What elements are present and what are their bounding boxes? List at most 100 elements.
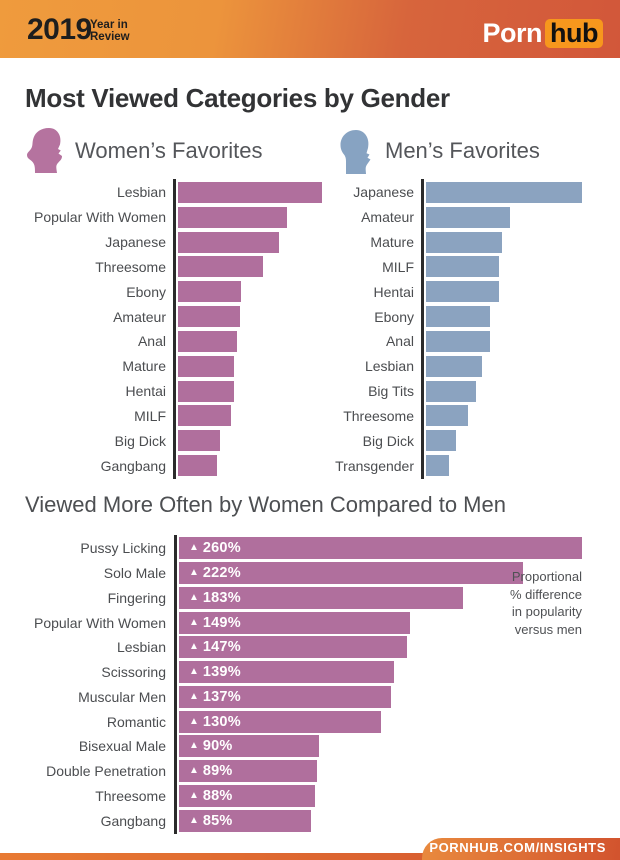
category-label: Big Dick: [362, 432, 414, 449]
chart-row: Amateur: [0, 205, 582, 230]
men-favorites-chart: Japanese Amateur Mature MILF Hentai Ebony Anal…: [0, 180, 582, 478]
chart-row: Anal: [0, 329, 322, 354]
chart-row: Threesome: [0, 403, 582, 428]
comparison-annotation: Proportional % difference in popularity …: [509, 569, 582, 637]
chart-row: Bisexual Male ▲ 90%: [0, 734, 582, 759]
category-label: Transgender: [335, 457, 414, 474]
chart-row: Double Penetration ▲ 89%: [0, 759, 582, 784]
category-label: Scissoring: [101, 664, 166, 681]
category-label: Popular With Women: [33, 209, 166, 226]
triangle-up-icon: ▲: [189, 542, 199, 554]
bar-value-label: 139%: [202, 664, 241, 681]
bar: ▲ 149%: [179, 611, 410, 634]
category-label: Ebony: [374, 308, 414, 325]
triangle-up-icon: ▲: [189, 715, 199, 727]
category-label: Threesome: [95, 258, 166, 275]
man-silhouette-icon: [340, 130, 371, 174]
category-label: Romantic: [106, 713, 166, 730]
bar-value-label: 89%: [202, 763, 233, 780]
category-label: Bisexual Male: [78, 738, 166, 755]
bar: [426, 330, 490, 352]
chart-row: Gangbang: [0, 453, 322, 478]
chart-row: Lesbian ▲ 147%: [0, 635, 582, 660]
chart-row: Big Dick: [0, 428, 582, 453]
category-label: Lesbian: [364, 358, 414, 375]
footer-tab: [422, 838, 620, 860]
chart-row: Gangbang ▲ 85%: [0, 808, 582, 833]
bar-value-label: 85%: [202, 812, 233, 829]
chart-row: Hentai: [0, 279, 582, 304]
chart-row: Ebony: [0, 279, 322, 304]
comparison-section-title: Viewed More Often by Women Compared to M…: [25, 492, 506, 517]
chart-row: Transgender: [0, 453, 582, 478]
bar-value-label: 183%: [202, 589, 241, 606]
bar: [426, 206, 511, 228]
bar: [426, 455, 450, 477]
category-label: Amateur: [361, 209, 414, 226]
triangle-up-icon: ▲: [189, 591, 199, 603]
category-label: Hentai: [125, 383, 166, 400]
triangle-up-icon: ▲: [189, 814, 199, 826]
bar-value-label: 137%: [202, 688, 241, 705]
category-label: Gangbang: [100, 457, 166, 474]
bar: [178, 430, 220, 452]
chart-row: Mature: [0, 354, 322, 379]
men-favorites-title: Men’s Favorites: [385, 138, 540, 163]
logo-hub-badge: hub: [545, 18, 603, 49]
bar: [178, 306, 240, 328]
bar: [178, 355, 235, 377]
chart-row: Big Tits: [0, 379, 582, 404]
triangle-up-icon: ▲: [189, 789, 199, 801]
chart-row: Scissoring ▲ 139%: [0, 660, 582, 685]
category-label: Hentai: [373, 283, 414, 300]
footer-url-text: PORNHUB.COM/INSIGHTS: [429, 840, 606, 855]
bar: ▲ 85%: [179, 809, 311, 832]
chart-row: Threesome: [0, 254, 322, 279]
bar: ▲ 139%: [179, 661, 395, 684]
bar: [178, 181, 322, 203]
bar: [426, 380, 476, 402]
women-favorites-chart: Lesbian Popular With Women Japanese Threeso…: [0, 180, 322, 478]
category-label: Big Tits: [368, 383, 414, 400]
footer-bar: [0, 853, 620, 860]
logo-porn-text: Porn: [482, 18, 543, 48]
category-label: Anal: [137, 333, 166, 350]
category-label: Japanese: [105, 234, 166, 251]
bar: [178, 231, 279, 253]
bar: ▲ 147%: [179, 636, 407, 659]
triangle-up-icon: ▲: [189, 641, 199, 653]
chart-row: Popular With Women: [0, 205, 322, 230]
chart-row: Ebony: [0, 304, 582, 329]
bar: [426, 355, 483, 377]
triangle-up-icon: ▲: [189, 740, 199, 752]
chart-row: Lesbian: [0, 354, 582, 379]
chart-row: Mature: [0, 230, 582, 255]
pornhub-logo: Porn hub: [482, 18, 603, 49]
bar: [426, 405, 469, 427]
triangle-up-icon: ▲: [189, 690, 199, 702]
bar-value-label: 147%: [202, 639, 241, 656]
category-label: Fingering: [107, 589, 166, 606]
bar: ▲ 130%: [179, 710, 381, 733]
chart-row: Big Dick: [0, 428, 322, 453]
bar: [178, 256, 263, 278]
chart-row: Romantic ▲ 130%: [0, 709, 582, 734]
bar: [426, 281, 500, 303]
category-label: Amateur: [113, 308, 166, 325]
chart-row: Amateur: [0, 304, 322, 329]
triangle-up-icon: ▲: [189, 666, 199, 678]
bar: [178, 455, 217, 477]
bar: [426, 231, 503, 253]
category-label: Japanese: [353, 184, 414, 201]
chart-row: Fingering ▲ 183%: [0, 586, 582, 611]
bar: [426, 430, 456, 452]
chart-row: Japanese: [0, 230, 322, 255]
bar: [178, 281, 242, 303]
chart-row: Japanese: [0, 180, 582, 205]
men-chart-axis-line: [421, 179, 424, 479]
triangle-up-icon: ▲: [189, 765, 199, 777]
category-label: Threesome: [343, 407, 414, 424]
chart-row: Muscular Men ▲ 137%: [0, 685, 582, 710]
year-text: 2019: [27, 13, 92, 46]
chart-row: Pussy Licking ▲ 260%: [0, 536, 582, 561]
